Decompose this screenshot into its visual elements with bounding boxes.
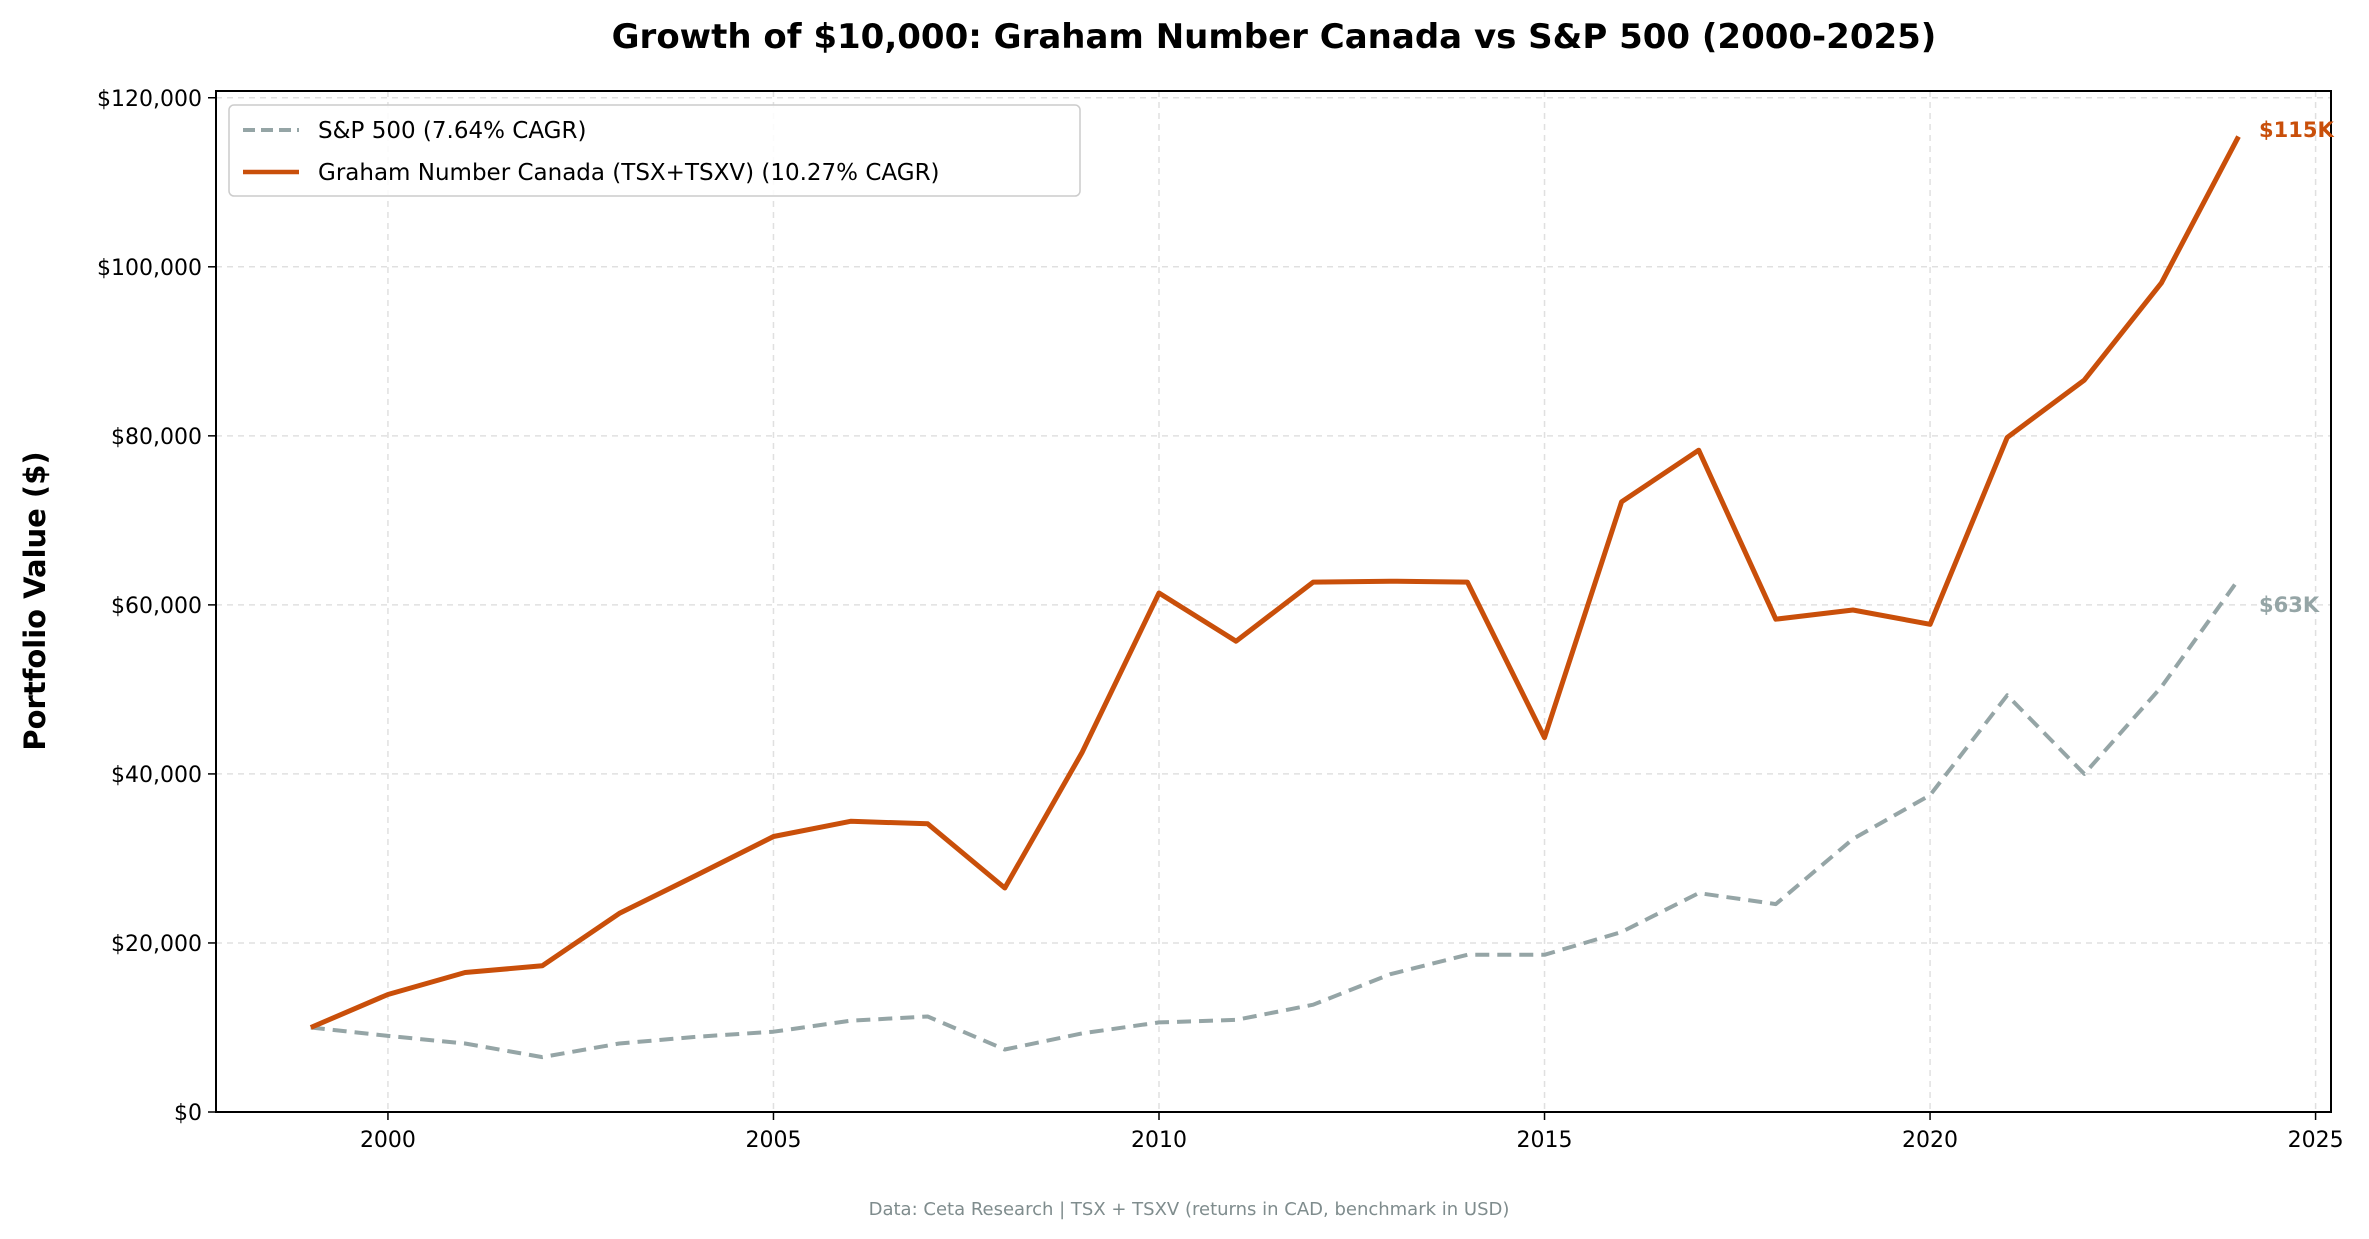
- y-tick-label: $120,000: [97, 87, 202, 112]
- x-tick-label: 2005: [745, 1128, 801, 1153]
- series-layer: [309, 135, 2241, 1060]
- y-tick-label: $80,000: [111, 425, 202, 450]
- legend: S&P 500 (7.64% CAGR) Graham Number Canad…: [228, 104, 1081, 197]
- x-tick-label: 2000: [360, 1128, 416, 1153]
- x-tick-label: 2015: [1517, 1128, 1573, 1153]
- legend-box: [228, 104, 1081, 197]
- x-tick-label: 2025: [2288, 1128, 2344, 1153]
- legend-label-sp500: S&P 500 (7.64% CAGR): [318, 118, 586, 144]
- y-tick-label: $100,000: [97, 256, 202, 281]
- y-tick-label: $20,000: [111, 932, 202, 957]
- y-tick-label: $40,000: [111, 763, 202, 788]
- x-tick-label: 2020: [1902, 1128, 1958, 1153]
- grid: [216, 91, 2331, 1113]
- end-label-sp500: $63K: [2259, 593, 2320, 617]
- footer-source: Data: Ceta Research | TSX + TSXV (return…: [869, 1199, 1510, 1220]
- legend-label-graham: Graham Number Canada (TSX+TSXV) (10.27% …: [318, 160, 940, 186]
- y-tick-label: $0: [174, 1101, 202, 1126]
- y-axis-label: Portfolio Value ($): [18, 451, 52, 750]
- x-tick-label: 2010: [1131, 1128, 1187, 1153]
- end-label-graham: $115K: [2259, 118, 2334, 142]
- series-line-sp500: [310, 578, 2241, 1060]
- y-tick-label: $60,000: [111, 594, 202, 619]
- series-line-graham: [309, 135, 2241, 1030]
- ticks: 2000 2005 2010 2015 2020 2025 $0 $20,000 $40,000…: [97, 87, 2344, 1153]
- chart-title: Growth of $10,000: Graham Number Canada …: [612, 17, 1937, 57]
- plot-frame: [215, 90, 2332, 1113]
